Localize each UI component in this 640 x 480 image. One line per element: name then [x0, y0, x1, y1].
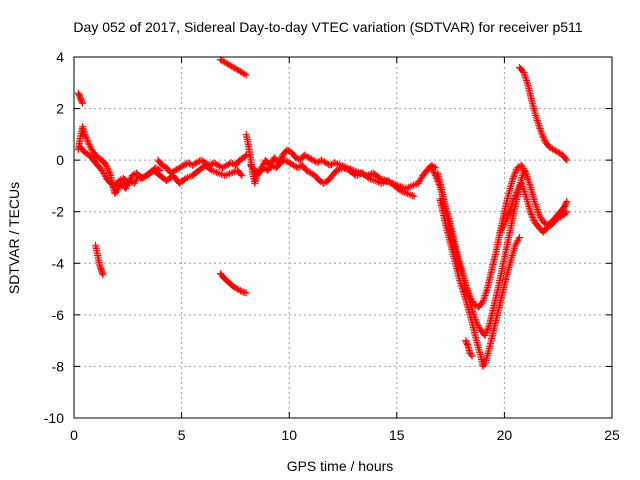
- x-tick-label: 15: [389, 427, 405, 443]
- data-series-arc-8: [242, 130, 440, 193]
- data-series-arc-3: [76, 143, 246, 190]
- y-tick-label: -8: [52, 358, 65, 374]
- x-tick-label: 0: [70, 427, 78, 443]
- y-tick-label: -4: [52, 255, 65, 271]
- data-series-arc-4: [154, 151, 250, 177]
- data-series-arc-13: [462, 337, 476, 360]
- plot-frame: [73, 56, 613, 419]
- x-tick-label: 10: [281, 427, 297, 443]
- x-tick-label: 20: [497, 427, 513, 443]
- data-series-arc-5: [92, 241, 107, 279]
- x-tick-label: 5: [178, 427, 186, 443]
- grid: [74, 57, 612, 418]
- data-series-arc-14: [496, 179, 571, 236]
- x-tick-label: 25: [604, 427, 620, 443]
- y-tick-label: -10: [44, 410, 64, 426]
- data-series-arc-1: [74, 89, 87, 107]
- data-series-arc-9: [246, 156, 418, 200]
- chart-title: Day 052 of 2017, Sidereal Day-to-day VTE…: [73, 19, 582, 35]
- y-tick-label: -6: [52, 307, 65, 323]
- data-series-arc-15: [515, 63, 571, 164]
- data-points: [74, 56, 571, 370]
- y-tick-label: 0: [56, 152, 64, 168]
- data-series-arc-12: [436, 195, 523, 370]
- y-axis-label: SDTVAR / TECUs: [6, 182, 22, 294]
- y-tick-label: 4: [56, 49, 64, 65]
- data-series-arc-11: [434, 166, 528, 339]
- data-series-arc-7: [216, 270, 250, 297]
- data-series-arc-6: [216, 56, 250, 79]
- y-tick-label: 2: [56, 101, 64, 117]
- x-axis-label: GPS time / hours: [287, 458, 394, 474]
- y-tick-label: -2: [52, 204, 65, 220]
- axis-ticks: 0 5 10 15 20 25 -10 -8 -6 -4 -2 0 2 4: [44, 49, 620, 443]
